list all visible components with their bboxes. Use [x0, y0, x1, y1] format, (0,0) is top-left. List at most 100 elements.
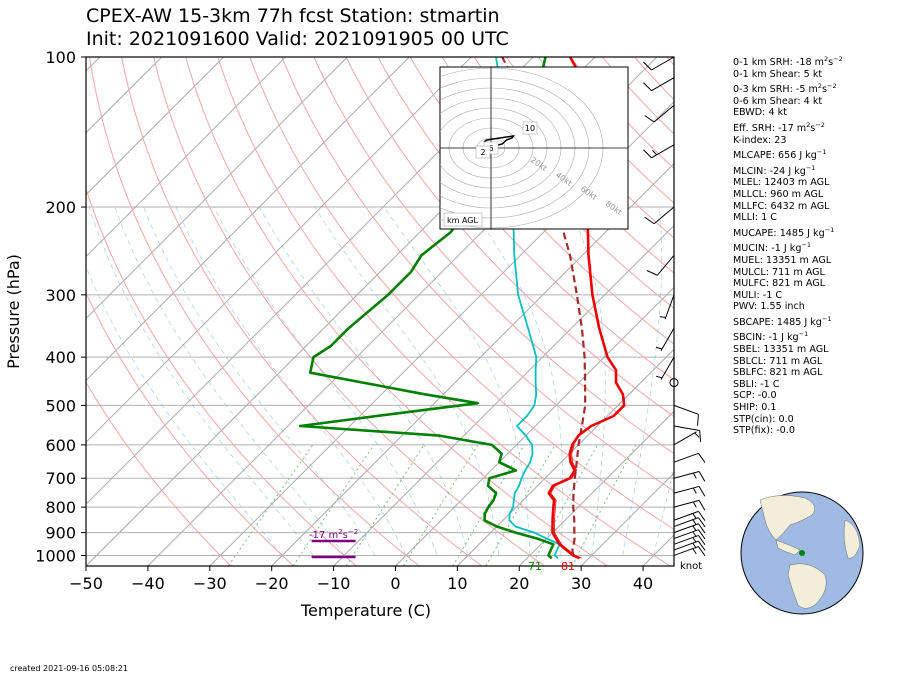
- series-temperature: [547, 57, 626, 560]
- param-line: SBLCL: 711 m AGL: [733, 355, 823, 367]
- wind-barb: [673, 534, 706, 546]
- wind-barb: [644, 206, 675, 225]
- param-line: MULI: -1 C: [733, 289, 783, 301]
- moist-adiabat: [143, 206, 376, 556]
- created-timestamp: created 2021-09-16 05:08:21: [10, 664, 128, 673]
- wind-barb: [673, 404, 699, 426]
- param-line: MLCIN: -24 J kg−1: [733, 163, 816, 177]
- globe-map: [740, 491, 864, 615]
- plot-frame: [85, 56, 675, 567]
- x-tick-label: −10: [317, 574, 351, 593]
- param-line: Eff. SRH: -17 m2s−2: [733, 120, 825, 134]
- wind-barb: [673, 499, 706, 511]
- param-line: MULFC: 821 m AGL: [733, 278, 826, 290]
- wind-barb: [673, 523, 706, 534]
- y-tick-label: 600: [45, 436, 76, 455]
- x-tick-label: 30: [571, 574, 591, 593]
- param-line: MUCAPE: 1485 J kg−1: [733, 225, 835, 239]
- dry-adiabat: [313, 57, 674, 455]
- station-marker: [799, 550, 805, 556]
- isotherm: [86, 57, 348, 320]
- mixing-ratio-line: [485, 444, 556, 566]
- isotherm: [86, 57, 163, 134]
- param-line: 0-3 km SRH: -5 m2s−2: [733, 82, 837, 96]
- wind-barb: [659, 294, 675, 320]
- param-line: MLEL: 12403 m AGL: [733, 177, 830, 189]
- y-tick-label: 300: [45, 286, 76, 305]
- isotherm: [86, 57, 410, 382]
- wind-barb: [673, 529, 706, 540]
- param-line: MLLCL: 960 m AGL: [733, 188, 824, 200]
- y-tick-label: 100: [45, 48, 76, 67]
- dry-adiabat: [249, 57, 674, 531]
- isotherm: [86, 57, 286, 258]
- param-line: 0-1 km SRH: -18 m2s−2: [733, 54, 843, 68]
- wind-barb: [643, 77, 675, 92]
- wind-barb: [655, 356, 675, 380]
- x-tick-label: 10: [447, 574, 467, 593]
- param-line: SBLFC: 821 m AGL: [733, 367, 823, 379]
- moist-adiabat: [86, 265, 283, 556]
- chart-title: CPEX-AW 15-3km 77h fcst Station: stmarti…: [86, 5, 500, 27]
- dry-adiabat: [86, 187, 357, 566]
- param-line: 0-1 km Shear: 5 kt: [733, 68, 823, 80]
- y-tick-label: 1000: [35, 546, 76, 565]
- x-tick-label: −20: [255, 574, 289, 593]
- mixing-ratio-line: [292, 444, 375, 566]
- param-line: MLLFC: 6432 m AGL: [733, 200, 830, 212]
- surface-temperature-label: 81: [561, 560, 575, 573]
- dry-adiabat: [345, 57, 674, 418]
- wind-barb: [673, 431, 700, 446]
- isotherm: [209, 101, 674, 566]
- x-axis-label: Temperature (C): [300, 601, 431, 620]
- wind-barb: [673, 452, 706, 463]
- wind-barb: [673, 425, 702, 442]
- dry-adiabat: [473, 57, 674, 274]
- mixing-ratio-line: [227, 444, 314, 566]
- hodograph-point-label: 10: [525, 124, 535, 133]
- param-line: SBLI: -1 C: [733, 378, 780, 390]
- x-tick-label: 40: [633, 574, 653, 593]
- param-line: SBEL: 13351 m AGL: [733, 344, 829, 356]
- barb-unit-label: knot: [680, 561, 702, 572]
- hodograph-label: km AGL: [447, 216, 479, 225]
- x-tick-label: −30: [193, 574, 227, 593]
- dry-adiabat: [377, 57, 674, 381]
- wind-barb: [643, 144, 675, 159]
- isotherm: [86, 57, 224, 196]
- series-dewpoint: [298, 57, 555, 560]
- moist-adiabat: [653, 466, 674, 556]
- srh-label: -17 m2s−2: [309, 528, 358, 541]
- wind-barb: [669, 378, 679, 388]
- wind-barb: [673, 517, 706, 528]
- x-tick-label: −40: [131, 574, 165, 593]
- isotherm: [86, 57, 472, 443]
- mixing-ratio-line: [403, 444, 479, 566]
- wind-barb: [655, 327, 675, 351]
- wind-barb: [673, 546, 706, 557]
- dry-adiabat: [121, 57, 483, 566]
- y-tick-label: 900: [45, 524, 76, 543]
- y-tick-label: 500: [45, 396, 76, 415]
- wind-barb: [673, 510, 706, 521]
- virtual-temperature: [550, 444, 582, 559]
- isotherm: [518, 410, 674, 566]
- param-line: MLLI: 1 C: [733, 212, 777, 224]
- moist-adiabat: [470, 206, 564, 556]
- isotherm: [457, 348, 674, 566]
- hodograph-point-label: 6: [488, 144, 493, 153]
- param-line: STP(cin): 0.0: [733, 413, 794, 425]
- param-line: EBWD: 4 kt: [733, 107, 787, 119]
- param-line: STP(fix): -0.0: [733, 425, 795, 437]
- dry-adiabat: [89, 57, 420, 566]
- series-wetbulb: [495, 57, 561, 559]
- dry-adiabat: [217, 57, 671, 566]
- parameter-list: 0-1 km SRH: -18 m2s−2 0-1 km Shear: 5 kt 0…: [733, 54, 843, 437]
- param-line: MUCIN: -1 J kg−1: [733, 241, 812, 255]
- param-line: SBCIN: -1 J kg−1: [733, 330, 809, 344]
- dry-adiabat: [441, 57, 674, 309]
- param-line: MLCAPE: 656 J kg−1: [733, 147, 827, 162]
- wind-barb: [644, 104, 675, 123]
- x-tick-label: 20: [509, 574, 529, 593]
